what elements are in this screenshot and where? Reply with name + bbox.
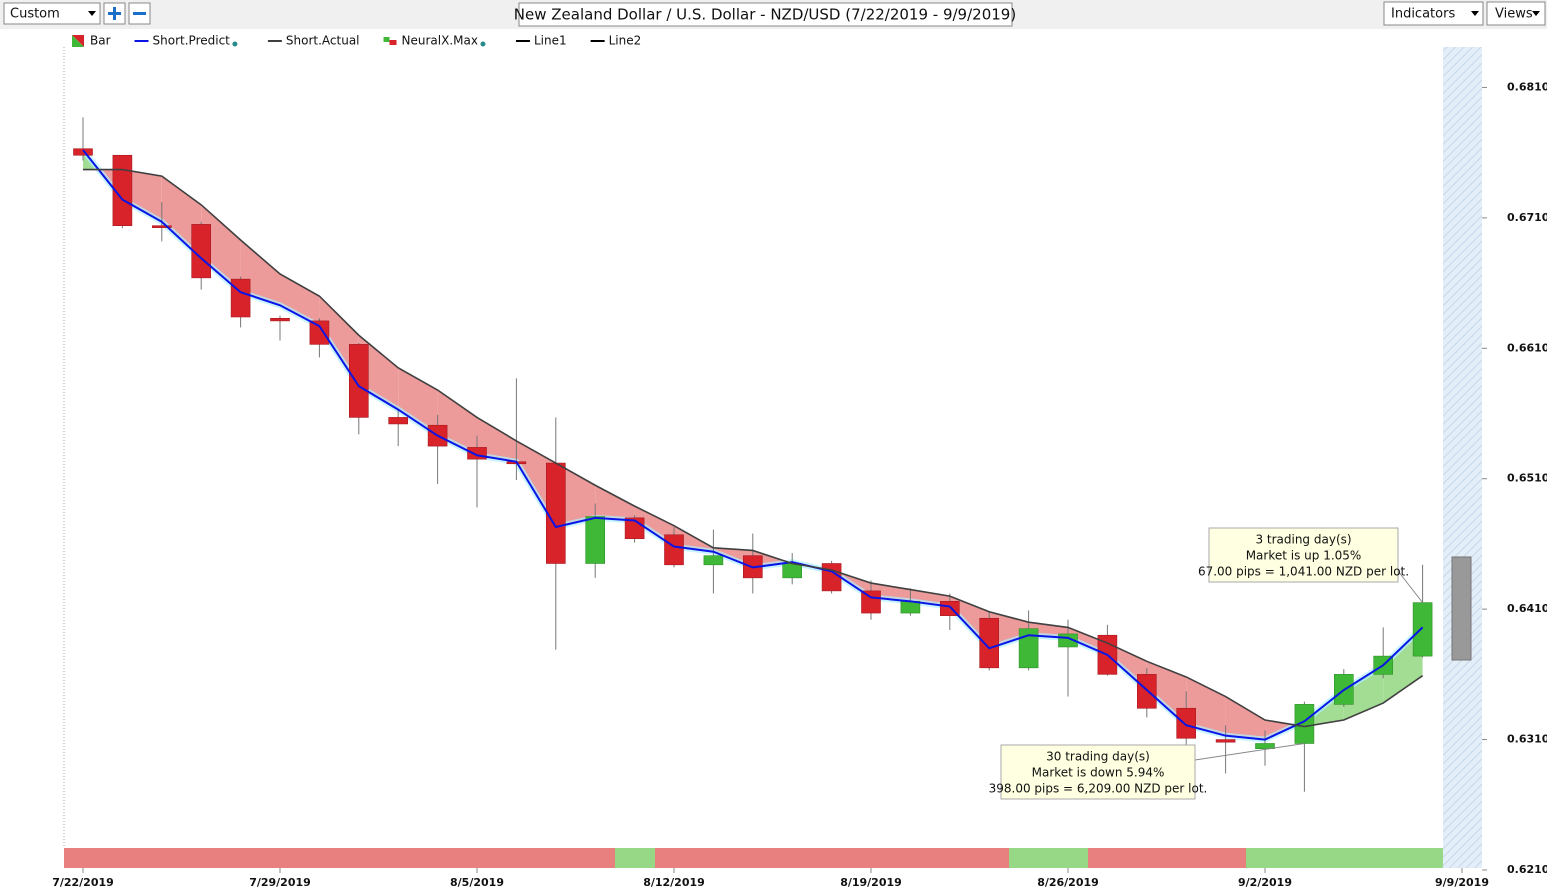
y-tick-label: 0.6310 [1507,733,1547,746]
fill-segment [201,204,241,293]
candle-body [270,317,290,322]
indicators-dropdown[interactable]: Indicators [1383,1,1484,26]
x-tick-label: 8/26/2019 [1037,876,1099,889]
fill-segment [989,611,1029,649]
legend-label: NeuralX.Max [402,34,478,48]
forecast-range [1451,556,1472,661]
signal-strip [64,848,1443,868]
x-tick-label: 8/19/2019 [840,876,902,889]
candle-body [821,563,842,592]
annotation-text: 398.00 pips = 6,209.00 NZD per lot. [989,782,1208,796]
annotation-text: 67.00 pips = 1,041.00 NZD per lot. [1198,565,1409,579]
candle-body [348,344,369,418]
legend-label: Line1 [534,34,567,48]
fill-segment [1383,627,1423,704]
fill-segment [1225,696,1265,740]
fill-segment [477,417,517,462]
annotation-text: Market is down 5.94% [1032,766,1165,780]
y-tick-label: 0.6610 [1507,341,1547,354]
y-tick-label: 0.6410 [1507,602,1547,615]
annotation-box [1208,527,1399,583]
candles [73,117,1433,792]
candle-body [979,617,1000,669]
zoom-in-button[interactable] [103,2,126,25]
legend-label: Line2 [609,34,642,48]
zoom-out-button[interactable] [128,2,151,25]
candle-body [309,320,330,345]
x-tick-label: 9/2/2019 [1238,876,1292,889]
x-tick-label: 9/9/2019 [1435,876,1489,889]
legend-label: Short.Predict [153,34,231,48]
line-series [83,168,1424,728]
candle-body [1412,602,1433,657]
legend-icon [72,35,84,47]
x-tick-label: 8/12/2019 [643,876,705,889]
fill-segment [1146,661,1187,726]
y-tick-label: 0.6810 [1507,80,1547,93]
legend-label: Bar [90,34,111,48]
candle-body [545,462,566,564]
annotation-text: 30 trading day(s) [1046,750,1150,764]
candle-body [230,278,251,318]
y-tick-label: 0.6710 [1507,211,1547,224]
candle-body [1255,743,1275,750]
candle-body [112,154,133,226]
fill-segment [319,296,359,387]
x-tick-label: 7/29/2019 [249,876,311,889]
legend-item: NeuralX.Max [383,34,486,48]
preset-dropdown[interactable]: Custom [3,2,101,25]
candle-body [585,516,606,564]
legend-item: Short.Actual [267,34,360,48]
fill-segment [280,273,320,327]
chart-title: New Zealand Dollar / U.S. Dollar - NZD/U… [514,6,1016,24]
fill-segment [1343,665,1384,721]
future-zone [1443,47,1482,868]
candle-body [1176,707,1196,739]
legend-label: Short.Actual [286,34,360,48]
legend-dot [232,41,238,47]
fill-segment [240,240,280,306]
x-tick-label: 8/5/2019 [450,876,504,889]
candle-body [1215,739,1236,743]
title-box [518,2,1013,27]
x-tick-label: 7/22/2019 [52,876,114,889]
legend-item: Line2 [590,34,642,48]
candle-body [467,447,487,460]
indicators-label: Indicators [1391,7,1455,22]
annotation-leader [1397,570,1423,603]
fill-segment [122,169,162,222]
y-tick-label: 0.6510 [1507,472,1547,485]
candle-body [782,563,803,579]
legend-item: Bar [72,34,111,48]
legend-icon [383,37,390,42]
annotation-text: Market is up 1.05% [1246,549,1362,563]
candle-body [388,417,409,425]
line-glow [80,148,1425,743]
annotation-box [1000,744,1196,800]
candle-body [191,224,211,279]
preset-label: Custom [10,7,60,22]
fill-segment [555,463,596,527]
legend-item: Short.Predict [134,34,238,48]
annotation-leader [1194,742,1305,761]
line-series [82,149,1424,741]
views-label: Views [1495,7,1533,22]
views-dropdown[interactable]: Views [1486,1,1546,26]
candle-body [73,148,93,156]
legend-dot [480,41,486,47]
difference-fill [83,150,1423,740]
candle-body [1018,628,1039,669]
legend-icon [389,40,397,45]
fill-segment [161,176,202,259]
candle-body [664,534,684,566]
candle-body [861,590,881,614]
y-tick-label: 0.6210 [1507,863,1547,876]
fill-segment [595,485,635,521]
candle-body [152,225,172,228]
annotation-text: 3 trading day(s) [1255,533,1351,547]
candle-body [703,555,724,566]
legend-item: Line1 [515,34,567,48]
